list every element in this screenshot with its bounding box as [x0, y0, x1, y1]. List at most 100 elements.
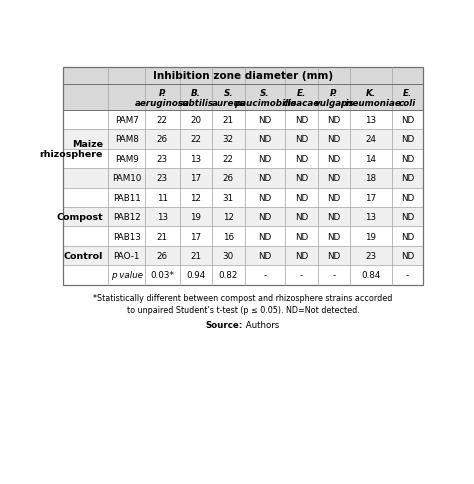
Text: 17: 17: [365, 193, 376, 202]
Text: ND: ND: [258, 232, 272, 241]
Bar: [63, 67, 423, 285]
Bar: [63, 266, 423, 285]
Text: 31: 31: [223, 193, 234, 202]
Text: ND: ND: [327, 232, 340, 241]
Text: 20: 20: [190, 116, 201, 125]
Text: -: -: [264, 271, 266, 280]
Bar: [63, 111, 423, 130]
Text: -: -: [406, 271, 409, 280]
Text: PAB12: PAB12: [113, 213, 140, 222]
Text: ND: ND: [327, 135, 340, 144]
Text: 13: 13: [365, 116, 376, 125]
Text: ND: ND: [295, 213, 308, 222]
Text: ND: ND: [327, 174, 340, 183]
Text: PAB13: PAB13: [113, 232, 141, 241]
Text: 19: 19: [365, 232, 376, 241]
Text: -: -: [332, 271, 336, 280]
Text: 21: 21: [223, 116, 234, 125]
Text: Maize
rhizosphere: Maize rhizosphere: [40, 140, 103, 159]
Text: 12: 12: [223, 213, 234, 222]
Text: ND: ND: [258, 116, 272, 125]
Text: 0.94: 0.94: [186, 271, 205, 280]
Text: 30: 30: [223, 252, 234, 260]
Text: 22: 22: [157, 116, 168, 125]
Text: 12: 12: [191, 193, 201, 202]
Text: 13: 13: [190, 154, 201, 164]
Text: ND: ND: [401, 135, 414, 144]
Bar: [63, 208, 423, 227]
Text: subtilis: subtilis: [178, 99, 214, 107]
Text: ND: ND: [401, 252, 414, 260]
Text: -: -: [300, 271, 303, 280]
Bar: [63, 227, 423, 246]
Text: p value: p value: [110, 271, 143, 280]
Text: 14: 14: [365, 154, 376, 164]
Text: PAO-1: PAO-1: [113, 252, 140, 260]
Text: 18: 18: [365, 174, 376, 183]
Text: Control: Control: [64, 252, 103, 260]
Text: 32: 32: [223, 135, 234, 144]
Text: 26: 26: [157, 252, 168, 260]
Text: 21: 21: [157, 232, 168, 241]
Text: PAM8: PAM8: [115, 135, 138, 144]
Text: ND: ND: [401, 193, 414, 202]
Text: 23: 23: [157, 174, 168, 183]
Text: B.: B.: [191, 89, 201, 98]
Text: *Statistically different between compost and rhizosphere strains accorded: *Statistically different between compost…: [93, 293, 392, 302]
Text: PAM9: PAM9: [115, 154, 138, 164]
Text: E.: E.: [297, 89, 306, 98]
Text: ND: ND: [327, 154, 340, 164]
Text: 0.03*: 0.03*: [150, 271, 174, 280]
Text: ND: ND: [327, 213, 340, 222]
Text: 23: 23: [365, 252, 376, 260]
Bar: [63, 85, 423, 111]
Bar: [63, 150, 423, 169]
Text: 0.84: 0.84: [361, 271, 381, 280]
Text: PAM7: PAM7: [115, 116, 138, 125]
Text: 0.82: 0.82: [219, 271, 238, 280]
Text: ND: ND: [258, 135, 272, 144]
Bar: [63, 188, 423, 208]
Text: P.: P.: [158, 89, 166, 98]
Text: cloacae: cloacae: [283, 99, 320, 107]
Text: ND: ND: [295, 252, 308, 260]
Text: ND: ND: [258, 213, 272, 222]
Text: 26: 26: [157, 135, 168, 144]
Text: ND: ND: [327, 193, 340, 202]
Text: pneumoniae: pneumoniae: [340, 99, 401, 107]
Text: ND: ND: [295, 193, 308, 202]
Text: paucimobilis: paucimobilis: [234, 99, 296, 107]
Text: 13: 13: [365, 213, 376, 222]
Text: ND: ND: [295, 135, 308, 144]
Text: ND: ND: [401, 232, 414, 241]
Text: E.: E.: [402, 89, 412, 98]
Text: S.: S.: [223, 89, 233, 98]
Text: ND: ND: [401, 116, 414, 125]
Text: aeruginosa: aeruginosa: [135, 99, 190, 107]
Text: aureus: aureus: [211, 99, 245, 107]
Text: ND: ND: [258, 154, 272, 164]
Bar: [63, 169, 423, 188]
Text: 23: 23: [157, 154, 168, 164]
Text: to unpaired Student’s t-test (p ≤ 0.05). ND=Not detected.: to unpaired Student’s t-test (p ≤ 0.05).…: [127, 305, 359, 315]
Text: ND: ND: [295, 232, 308, 241]
Text: vulgaris: vulgaris: [314, 99, 354, 107]
Text: P.: P.: [330, 89, 337, 98]
Text: 13: 13: [157, 213, 168, 222]
Text: ND: ND: [401, 154, 414, 164]
Text: coli: coli: [399, 99, 416, 107]
Text: ND: ND: [327, 116, 340, 125]
Text: ND: ND: [327, 252, 340, 260]
Text: Source:: Source:: [206, 320, 243, 329]
Text: 22: 22: [223, 154, 234, 164]
Text: 21: 21: [191, 252, 201, 260]
Text: Compost: Compost: [56, 213, 103, 222]
Text: S.: S.: [260, 89, 270, 98]
Text: 24: 24: [365, 135, 376, 144]
Bar: [63, 67, 423, 85]
Text: K.: K.: [366, 89, 376, 98]
Text: 19: 19: [191, 213, 201, 222]
Text: ND: ND: [295, 154, 308, 164]
Text: 16: 16: [223, 232, 234, 241]
Text: ND: ND: [258, 174, 272, 183]
